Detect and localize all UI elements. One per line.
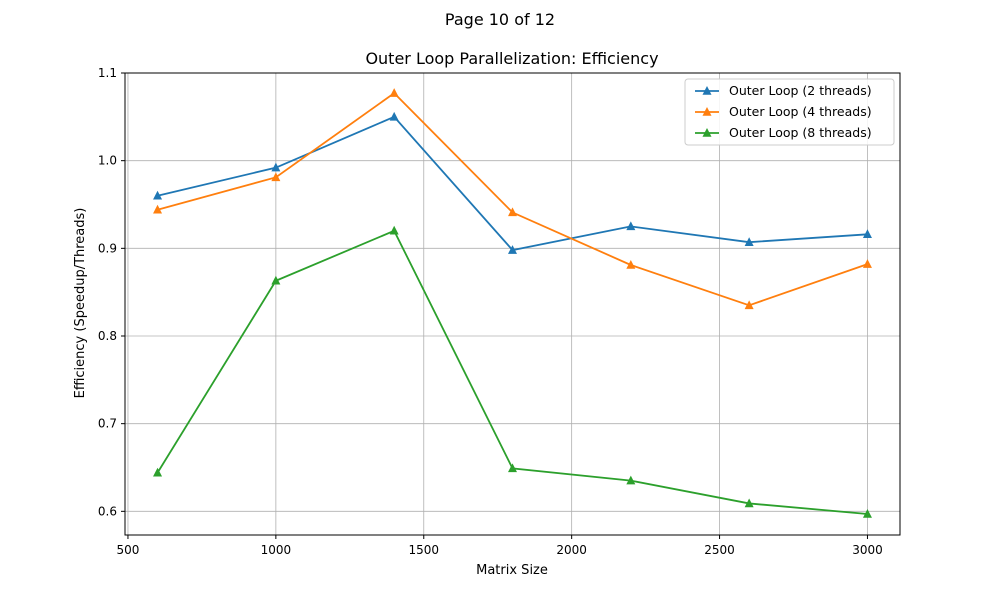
y-tick-label: 0.9	[98, 241, 117, 255]
x-tick-label: 500	[117, 543, 140, 557]
y-axis-label: Efficiency (Speedup/Threads)	[73, 208, 88, 399]
data-point	[389, 88, 399, 97]
data-point	[862, 229, 872, 239]
data-point	[153, 204, 163, 214]
data-point	[626, 259, 636, 269]
data-point	[271, 162, 281, 172]
legend: Outer Loop (2 threads) Outer Loop (4 thre…	[684, 78, 895, 146]
data-point	[744, 237, 754, 246]
legend-marker	[702, 128, 712, 137]
x-tick-label: 1500	[408, 543, 439, 557]
legend-label: Outer Loop (2 threads)	[729, 83, 872, 98]
x-tick-label: 2000	[556, 543, 587, 557]
legend-label: Outer Loop (4 threads)	[729, 104, 872, 119]
x-tick-label: 1000	[261, 543, 292, 557]
series-3	[153, 225, 872, 518]
page-label: Page 10 of 12	[444, 10, 556, 29]
chart-title: Outer Loop Parallelization: Efficiency	[365, 49, 658, 68]
series-1	[153, 111, 872, 254]
legend-marker	[702, 107, 712, 116]
data-point	[508, 245, 517, 254]
x-tick-label: 2500	[704, 543, 735, 557]
data-point	[508, 207, 517, 217]
series-lines	[153, 88, 872, 518]
y-tick-label: 1.0	[98, 154, 117, 168]
legend-label: Outer Loop (8 threads)	[729, 125, 872, 140]
data-point	[271, 275, 281, 285]
data-point	[626, 475, 636, 485]
plot-frame	[124, 72, 901, 536]
series-2	[153, 88, 872, 310]
data-point	[744, 498, 754, 508]
data-point	[508, 463, 517, 473]
data-point	[153, 467, 163, 477]
axes: 500 1000 1500 2000 2500 3000 0.6 0.7 0.8 0.9 1.0 1.…	[98, 66, 901, 557]
y-tick-label: 0.7	[98, 417, 117, 431]
data-point	[862, 508, 872, 518]
legend-box	[684, 78, 895, 146]
data-point	[153, 190, 163, 200]
y-tick-label: 0.6	[98, 504, 117, 518]
x-axis-label: Matrix Size	[476, 563, 548, 578]
x-tick-label: 3000	[852, 543, 883, 557]
data-point	[626, 221, 636, 231]
legend-marker	[702, 86, 712, 95]
data-point	[744, 300, 754, 310]
data-point	[389, 225, 399, 235]
data-point	[862, 259, 872, 268]
data-point	[271, 172, 281, 182]
data-point	[389, 111, 399, 121]
y-tick-label: 1.1	[98, 66, 117, 80]
y-tick-label: 0.8	[98, 329, 117, 343]
